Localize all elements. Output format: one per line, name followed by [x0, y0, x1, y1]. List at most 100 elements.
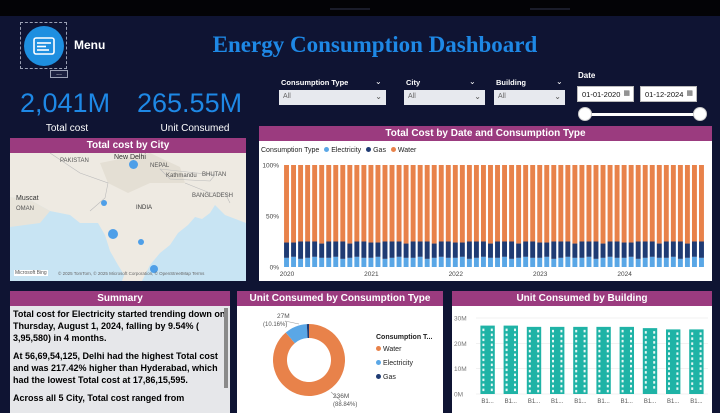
bar-segment-electricity[interactable]: [452, 257, 458, 267]
chevron-down-icon[interactable]: ⌄: [469, 77, 476, 86]
filter-consumption-type-dropdown[interactable]: All ⌄: [279, 90, 386, 105]
bar-segment-water[interactable]: [565, 165, 571, 242]
bar-segment-electricity[interactable]: [670, 256, 676, 267]
bar-segment-water[interactable]: [417, 165, 423, 242]
bar-segment-water[interactable]: [488, 165, 493, 244]
bar-segment-gas[interactable]: [677, 241, 683, 259]
bar-segment-electricity[interactable]: [347, 257, 353, 267]
bar-segment-electricity[interactable]: [663, 257, 669, 267]
bar-segment-electricity[interactable]: [305, 257, 311, 267]
date-range-slider[interactable]: [584, 113, 699, 116]
bar-segment-electricity[interactable]: [509, 258, 515, 267]
bar-segment-electricity[interactable]: [466, 258, 472, 267]
bar-segment-water[interactable]: [509, 165, 515, 242]
legend-electricity-label[interactable]: Electricity: [331, 147, 362, 154]
bar-segment-water[interactable]: [340, 165, 346, 242]
city-bubble[interactable]: [150, 265, 158, 273]
bar-segment-water[interactable]: [530, 165, 536, 242]
bar-segment-gas[interactable]: [600, 243, 606, 258]
menu-button[interactable]: [24, 26, 64, 66]
bar-segment-electricity[interactable]: [621, 257, 627, 267]
bar-segment-gas[interactable]: [621, 242, 627, 258]
bar-segment-water[interactable]: [670, 165, 676, 242]
bar-segment-water[interactable]: [558, 165, 564, 242]
bar-segment-water[interactable]: [438, 165, 444, 242]
bar-segment-electricity[interactable]: [284, 257, 289, 267]
bar-segment-electricity[interactable]: [319, 257, 325, 267]
bar-segment-gas[interactable]: [305, 241, 311, 258]
bar-segment-water[interactable]: [572, 165, 578, 244]
bar-segment-electricity[interactable]: [417, 256, 423, 267]
bar-segment-water[interactable]: [628, 165, 634, 243]
bar-segment-water[interactable]: [368, 165, 374, 243]
bar-segment-water[interactable]: [523, 165, 529, 242]
bar-segment-water[interactable]: [305, 165, 311, 242]
bar-segment-gas[interactable]: [516, 243, 522, 258]
bar-segment-electricity[interactable]: [607, 256, 613, 267]
building-bar[interactable]: [550, 326, 565, 394]
bar-segment-electricity[interactable]: [558, 257, 564, 267]
chevron-down-icon[interactable]: ⌄: [375, 77, 382, 86]
bar-segment-water[interactable]: [649, 165, 655, 242]
bar-segment-electricity[interactable]: [480, 256, 486, 267]
bar-segment-water[interactable]: [586, 165, 592, 242]
bar-segment-electricity[interactable]: [537, 257, 543, 267]
bar-segment-electricity[interactable]: [579, 257, 585, 267]
building-bar[interactable]: [573, 326, 588, 394]
donut-legend-electricity[interactable]: Electricity: [376, 360, 413, 367]
bar-segment-water[interactable]: [424, 165, 430, 242]
bar-segment-gas[interactable]: [699, 241, 704, 258]
donut-legend-water[interactable]: Water: [376, 346, 401, 353]
donut-slice-water[interactable]: [273, 324, 345, 396]
bar-segment-gas[interactable]: [544, 242, 550, 257]
bar-segment-water[interactable]: [642, 165, 648, 242]
building-bar[interactable]: [689, 329, 704, 394]
bar-segment-electricity[interactable]: [291, 256, 297, 267]
bar-segment-electricity[interactable]: [600, 257, 606, 267]
bar-segment-water[interactable]: [473, 165, 479, 242]
bar-segment-electricity[interactable]: [635, 258, 641, 267]
building-bar[interactable]: [596, 326, 611, 394]
bar-segment-gas[interactable]: [361, 241, 367, 258]
donut-slice-gas[interactable]: [306, 324, 309, 339]
bar-segment-water[interactable]: [544, 165, 550, 243]
building-bar[interactable]: [666, 329, 681, 394]
bar-segment-gas[interactable]: [284, 242, 289, 258]
bar-segment-water[interactable]: [459, 165, 465, 243]
bar-segment-gas[interactable]: [691, 241, 697, 257]
bar-segment-electricity[interactable]: [649, 256, 655, 267]
bar-segment-water[interactable]: [677, 165, 683, 242]
bar-segment-gas[interactable]: [565, 241, 571, 257]
bar-segment-gas[interactable]: [656, 243, 662, 258]
bar-segment-gas[interactable]: [628, 242, 634, 257]
bar-segment-gas[interactable]: [684, 243, 690, 258]
calendar-icon[interactable]: ▦: [623, 90, 630, 97]
bar-segment-gas[interactable]: [586, 241, 592, 257]
bar-segment-water[interactable]: [445, 165, 451, 242]
bar-segment-gas[interactable]: [473, 241, 479, 258]
bar-segment-water[interactable]: [431, 165, 437, 244]
bar-segment-electricity[interactable]: [684, 257, 690, 267]
city-bubble[interactable]: [129, 160, 138, 169]
bar-segment-gas[interactable]: [431, 243, 437, 258]
bar-segment-gas[interactable]: [333, 241, 339, 257]
bar-segment-gas[interactable]: [347, 243, 353, 258]
bar-segment-water[interactable]: [403, 165, 409, 244]
city-bubble[interactable]: [108, 229, 118, 239]
bar-segment-electricity[interactable]: [403, 257, 409, 267]
bar-segment-electricity[interactable]: [544, 256, 550, 267]
bar-segment-gas[interactable]: [502, 241, 508, 257]
bar-segment-electricity[interactable]: [368, 257, 374, 267]
bar-segment-electricity[interactable]: [523, 256, 529, 267]
bar-segment-electricity[interactable]: [431, 257, 437, 267]
bar-segment-water[interactable]: [347, 165, 353, 244]
donut-legend-gas[interactable]: Gas: [376, 374, 396, 381]
bar-segment-water[interactable]: [537, 165, 543, 243]
bar-segment-gas[interactable]: [523, 241, 529, 257]
date-start-input[interactable]: 01-01-2020 ▦: [577, 86, 634, 102]
bar-segment-gas[interactable]: [319, 243, 325, 258]
legend-water-label[interactable]: Water: [397, 147, 417, 154]
bar-segment-gas[interactable]: [298, 241, 304, 259]
bar-segment-water[interactable]: [466, 165, 472, 242]
bar-segment-electricity[interactable]: [495, 257, 500, 267]
